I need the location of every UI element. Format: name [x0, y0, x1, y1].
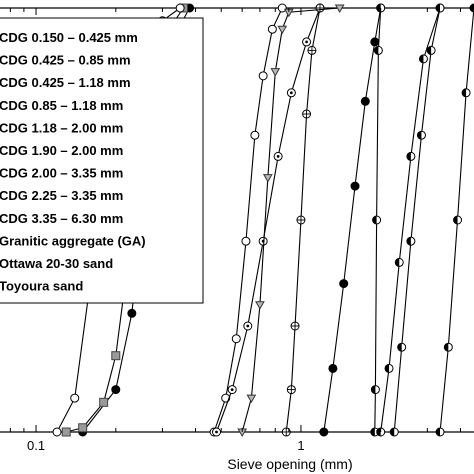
series-line: [241, 7, 340, 433]
data-point: [370, 37, 380, 47]
series-layer: [52, 3, 474, 438]
legend-entry: CDG 1.90 – 2.00 mm: [0, 143, 123, 158]
data-point: [286, 88, 296, 98]
legend: CDG 0.150 – 0.425 mm CDG 0.425 – 0.85 mm C…: [0, 17, 204, 304]
data-point: [307, 45, 317, 55]
data-point: [453, 215, 463, 225]
data-point: [370, 385, 380, 395]
data-point: [286, 385, 296, 395]
data-point: [258, 236, 268, 246]
data-point: [372, 215, 382, 225]
series-8: [389, 3, 445, 437]
data-point: [296, 215, 306, 225]
x-tick-label: 0.1: [27, 438, 45, 453]
data-point: [339, 279, 349, 289]
series-line: [215, 7, 321, 433]
series-3: [212, 3, 325, 437]
series-4: [281, 3, 325, 437]
legend-entry: CDG 0.85 – 1.18 mm: [0, 98, 123, 113]
data-point: [426, 45, 436, 55]
data-point: [350, 181, 360, 191]
data-point: [443, 342, 453, 352]
data-point: [435, 3, 445, 13]
data-point: [231, 334, 241, 344]
data-point: [290, 321, 300, 331]
data-point: [78, 423, 88, 433]
data-point: [302, 37, 312, 47]
ticks-layer: 0.1 1: [9, 8, 461, 453]
data-point: [397, 342, 407, 352]
data-point: [435, 427, 445, 437]
data-point: [111, 351, 121, 361]
data-point: [227, 385, 237, 395]
x-axis-label: Sieve opening (mm): [227, 456, 352, 472]
legend-entry: CDG 0.150 – 0.425 mm: [0, 30, 138, 45]
legend-entry: Toyoura sand: [0, 279, 83, 294]
data-point: [315, 3, 325, 13]
x-tick-label: 1: [297, 438, 304, 453]
data-point: [61, 427, 71, 437]
data-point: [319, 427, 329, 437]
data-point: [418, 54, 428, 64]
data-point: [277, 25, 288, 35]
data-point: [255, 301, 265, 310]
data-point: [461, 88, 471, 98]
data-point: [384, 363, 394, 373]
data-point: [389, 427, 399, 437]
legend-entry: CDG 3.35 – 6.30 mm: [0, 211, 123, 226]
data-point: [267, 24, 277, 34]
data-point: [416, 130, 426, 140]
data-point: [52, 427, 62, 437]
data-point: [273, 151, 283, 161]
data-point: [406, 151, 416, 161]
data-point: [250, 130, 260, 140]
legend-entry: Ottawa 20-30 sand: [0, 256, 113, 271]
series-9: [435, 3, 474, 437]
data-point: [328, 363, 338, 373]
series-line: [380, 7, 441, 433]
legend-entry: CDG 0.425 – 0.85 mm: [0, 53, 131, 68]
data-point: [394, 257, 404, 267]
legend-entry: CDG 1.18 – 2.00 mm: [0, 120, 123, 135]
series-line: [393, 7, 441, 433]
data-point: [406, 236, 416, 246]
series-6: [370, 3, 386, 437]
data-point: [302, 109, 312, 119]
data-point: [270, 68, 281, 77]
data-point: [469, 3, 474, 13]
legend-entry: CDG 0.425 – 1.18 mm: [0, 75, 131, 90]
data-point: [262, 174, 273, 183]
legend-entry: CDG 2.00 – 3.35 mm: [0, 166, 123, 181]
series-7: [376, 3, 445, 437]
data-point: [277, 3, 287, 13]
series-2: [209, 3, 287, 437]
data-point: [70, 393, 80, 403]
legend-box: [0, 17, 204, 304]
legend-entry: Granitic aggregate (GA): [0, 233, 146, 248]
series-line: [213, 7, 283, 433]
data-point: [111, 385, 121, 395]
data-point: [212, 427, 222, 437]
data-point: [241, 236, 251, 246]
data-point: [243, 321, 253, 331]
data-point: [246, 394, 257, 404]
legend-entry: CDG 2.25 – 3.35 mm: [0, 188, 123, 203]
data-point: [175, 3, 185, 13]
data-point: [334, 4, 345, 14]
data-point: [258, 71, 268, 81]
series-11: [237, 4, 345, 438]
data-point: [373, 45, 383, 55]
data-point: [127, 308, 137, 318]
data-point: [360, 96, 370, 106]
data-point: [99, 397, 109, 407]
